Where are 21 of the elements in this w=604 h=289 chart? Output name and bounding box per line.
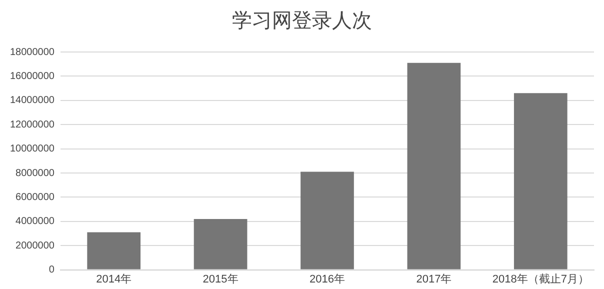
y-tick-label: 0 <box>48 264 55 276</box>
y-tick-label: 2000000 <box>16 240 55 252</box>
x-tick-label: 2017年 <box>416 273 452 286</box>
x-tick-label: 2015年 <box>202 273 238 286</box>
chart-title: 学习网登录人次 <box>231 7 373 34</box>
y-tick-label: 8000000 <box>16 168 55 179</box>
bar <box>300 172 354 270</box>
y-tick-label: 12000000 <box>10 119 55 130</box>
bar <box>514 93 568 270</box>
bar <box>407 62 461 270</box>
x-tick-label: 2018年（截止7月） <box>492 272 589 286</box>
x-tick-label: 2016年 <box>310 273 345 286</box>
y-tick-label: 10000000 <box>10 144 55 155</box>
y-tick-label: 16000000 <box>10 70 55 82</box>
bar <box>87 232 141 270</box>
bar <box>194 218 248 270</box>
y-tick-label: 6000000 <box>16 192 55 203</box>
y-tick-label: 18000000 <box>10 46 55 58</box>
y-tick-label: 14000000 <box>10 95 55 106</box>
y-tick-label: 4000000 <box>16 216 55 228</box>
x-tick-label: 2014年 <box>96 273 132 286</box>
